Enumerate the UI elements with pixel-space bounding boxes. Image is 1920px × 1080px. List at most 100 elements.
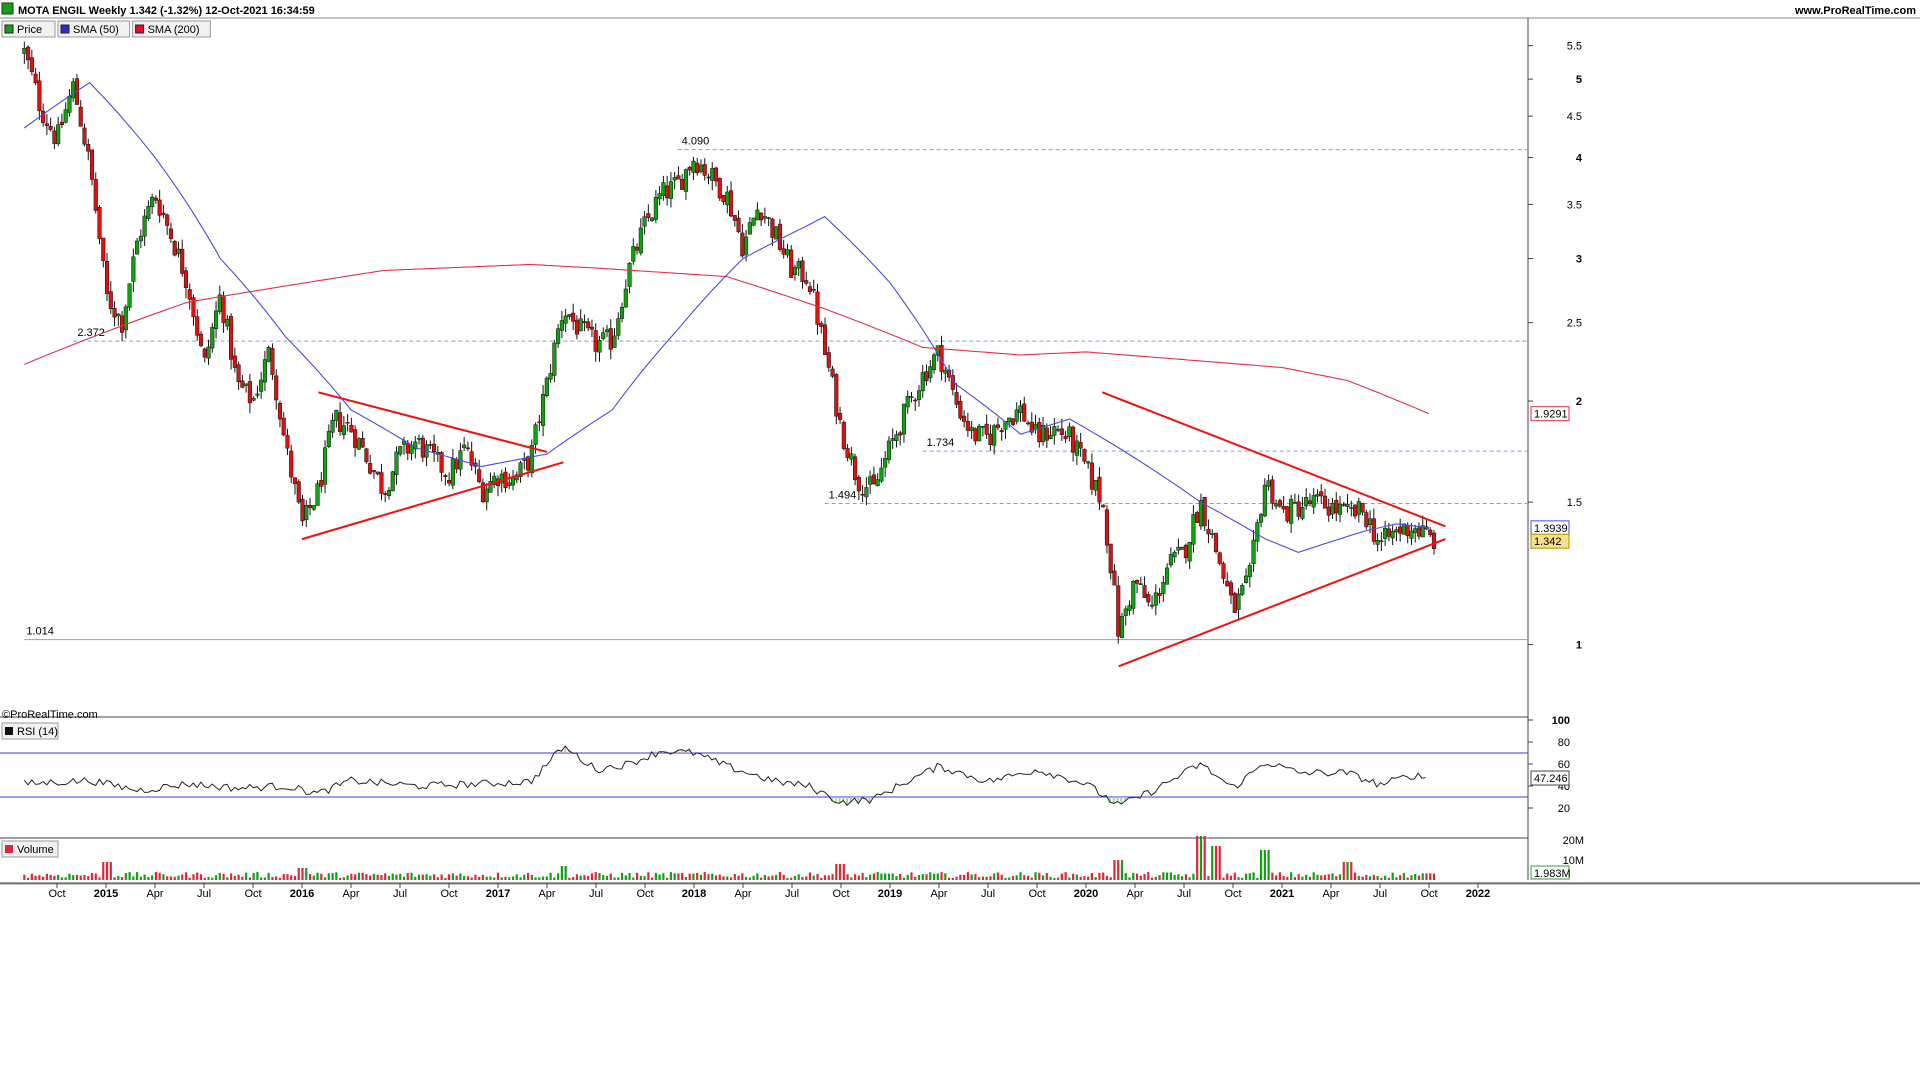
candle-body	[811, 289, 816, 291]
price-tick-label: 2	[1576, 396, 1582, 408]
candle-body	[522, 458, 527, 461]
candle-body	[533, 424, 538, 445]
x-tick-label: Apr	[1322, 888, 1339, 900]
x-tick-label: Oct	[636, 888, 653, 900]
trendline	[301, 461, 564, 541]
candle-body	[830, 368, 835, 377]
candle-body	[552, 342, 557, 376]
volume-last-value: 1.983M	[1534, 868, 1571, 880]
candle-body	[1304, 496, 1309, 507]
candle-body	[1172, 551, 1177, 558]
candle-body	[195, 316, 200, 336]
candle-body	[559, 320, 564, 331]
candle-body	[71, 81, 76, 99]
candle-body	[168, 228, 173, 239]
candle-body	[796, 261, 801, 269]
x-tick-label: Oct	[48, 888, 65, 900]
candle-body	[868, 476, 873, 485]
candle-body	[386, 490, 392, 496]
candle-body	[319, 480, 324, 487]
candle-body	[345, 422, 350, 424]
candle-body	[1097, 476, 1102, 503]
candle-body	[172, 241, 177, 256]
candle-body	[736, 217, 741, 233]
candle-body	[1198, 500, 1203, 527]
candle-body	[980, 426, 985, 428]
candle-body	[1383, 528, 1388, 539]
candle-body	[1168, 554, 1173, 566]
candle-body	[1131, 581, 1136, 609]
candle-body	[292, 477, 298, 485]
candle-body	[740, 232, 745, 257]
candle-body	[1176, 546, 1181, 551]
candle-body	[304, 504, 309, 521]
x-tick-label: 2017	[486, 888, 510, 900]
candle-body	[1364, 512, 1369, 528]
x-tick-label: 2021	[1270, 888, 1294, 900]
candle-body	[1101, 504, 1106, 508]
candle-body	[206, 346, 211, 359]
candle-body	[360, 438, 365, 448]
candle-body	[93, 179, 98, 211]
legend-swatch	[135, 24, 145, 34]
candle-body	[890, 438, 895, 441]
candle-body	[578, 318, 583, 332]
candle-body	[375, 471, 380, 475]
x-tick-label: Jul	[1373, 888, 1387, 900]
candle-body	[89, 149, 95, 180]
candle-body	[1108, 543, 1113, 574]
candle-body	[627, 262, 632, 287]
candle-body	[1431, 532, 1437, 549]
candle-body	[838, 413, 843, 420]
candle-body	[661, 182, 666, 196]
candle-body	[33, 73, 38, 84]
candle-body	[845, 448, 850, 458]
candle-body	[1059, 428, 1064, 436]
price-tick-label: 4	[1576, 152, 1583, 164]
candle-body	[1225, 580, 1230, 587]
candle-body	[323, 447, 328, 485]
candle-body	[567, 314, 572, 317]
candle-body	[672, 177, 677, 181]
candle-body	[871, 474, 876, 485]
candle-body	[631, 246, 636, 262]
candle-body	[1259, 514, 1264, 523]
candle-body	[680, 179, 685, 190]
candle-body	[63, 109, 68, 123]
candle-body	[334, 409, 339, 421]
candle-body	[924, 371, 929, 382]
candle-body	[213, 310, 219, 329]
candle-body	[721, 195, 726, 203]
rsi-tick-label: 60	[1558, 759, 1570, 771]
candle-body	[1217, 552, 1222, 564]
sma200-line	[24, 263, 1430, 415]
trendline	[1118, 538, 1446, 668]
rsi-legend-swatch	[5, 727, 13, 735]
candle-body	[1025, 422, 1031, 425]
candle-body	[439, 452, 444, 473]
candle-body	[59, 121, 64, 125]
candle-body	[225, 318, 230, 327]
candle-body	[127, 283, 132, 308]
x-tick-label: 2016	[290, 888, 314, 900]
candle-body	[251, 398, 256, 401]
candle-body	[1386, 528, 1391, 537]
candle-body	[394, 451, 399, 475]
header-icon	[1, 2, 14, 15]
candle-body	[822, 324, 828, 355]
candle-body	[108, 291, 113, 309]
legend-item-box	[132, 20, 211, 38]
rsi-tick-label: 80	[1558, 737, 1570, 749]
x-tick-label: Apr	[342, 888, 359, 900]
candle-body	[1078, 442, 1083, 449]
candle-body	[928, 366, 933, 379]
candle-body	[1048, 434, 1053, 439]
candle-body	[135, 240, 140, 255]
candle-body	[804, 280, 809, 284]
candle-body	[1074, 440, 1079, 456]
candle-body	[747, 222, 752, 235]
candle-body	[300, 498, 305, 522]
candle-body	[792, 267, 798, 275]
x-tick-label: Jul	[785, 888, 799, 900]
